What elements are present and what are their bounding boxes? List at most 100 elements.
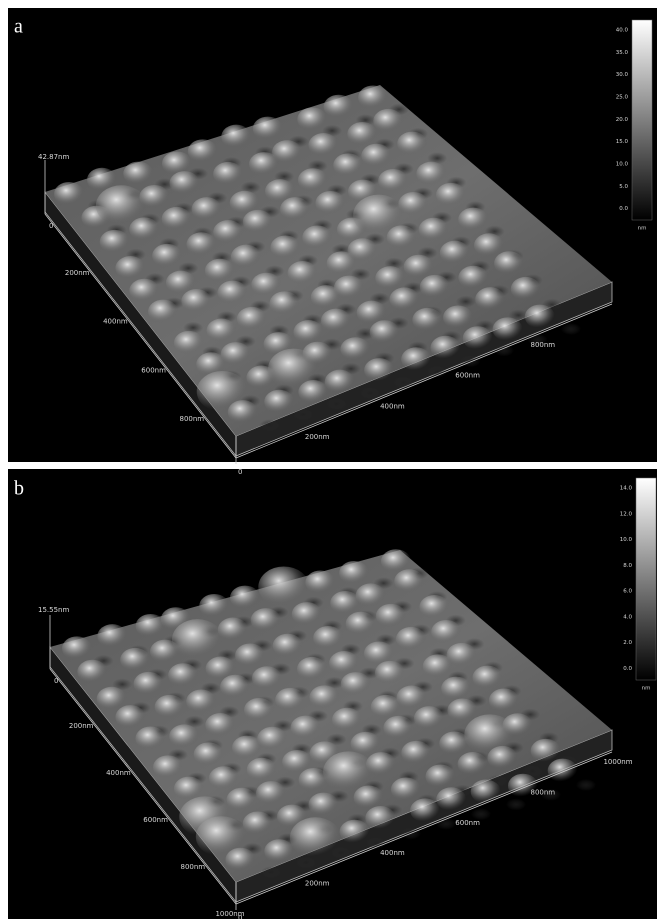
surface-bump xyxy=(129,217,160,242)
surface-bump xyxy=(339,560,370,585)
surface-bump xyxy=(439,240,470,265)
surface-bump xyxy=(242,209,273,234)
surface-bump xyxy=(369,320,400,345)
surface-pit xyxy=(324,676,345,689)
surface-bump xyxy=(129,278,160,303)
surface-bump xyxy=(213,220,244,245)
surface-pit xyxy=(541,788,561,801)
surface-bump xyxy=(298,768,329,793)
surface-bump xyxy=(193,742,224,767)
surface-bump xyxy=(244,697,275,722)
surface-pit xyxy=(561,323,581,335)
surface-bump xyxy=(310,285,341,310)
surface-bump xyxy=(323,94,354,119)
surface-bump xyxy=(169,171,200,196)
surface-bump xyxy=(470,779,501,804)
surface-bump xyxy=(339,819,370,844)
surface-pit xyxy=(460,355,481,368)
surface-bump xyxy=(95,185,147,227)
surface-bump xyxy=(347,238,378,263)
surface-bump xyxy=(358,85,389,110)
surface-bump xyxy=(315,191,346,216)
surface-bump xyxy=(139,185,170,210)
surface-bump xyxy=(227,400,258,425)
surface-bump xyxy=(191,197,222,222)
surface-bump xyxy=(373,108,404,133)
x-axis-label: 800nm xyxy=(530,341,555,349)
surface-bump xyxy=(419,274,450,299)
x-axis xyxy=(235,303,613,459)
surface-pit xyxy=(427,152,448,165)
surface-bump xyxy=(270,235,301,260)
surface-bump xyxy=(436,182,467,207)
surface-bump xyxy=(161,151,192,176)
surface-bump xyxy=(345,611,376,636)
surface-bump xyxy=(326,251,357,276)
surface-bump xyxy=(410,798,441,823)
surface-bump xyxy=(250,608,281,633)
surface-bump xyxy=(422,654,453,679)
y-axis-label: 800nm xyxy=(180,863,205,871)
surface-bump xyxy=(355,583,386,608)
surface-bump xyxy=(309,685,340,710)
surface-bump xyxy=(441,676,472,701)
surface-pit xyxy=(183,321,204,334)
y-axis-label: 200nm xyxy=(65,269,90,277)
surface-bump xyxy=(265,179,296,204)
surface-bump xyxy=(236,306,267,331)
colorbar-tick-label: 2.0 xyxy=(623,640,632,646)
surface-bump xyxy=(154,694,185,719)
x-axis-label: 200nm xyxy=(305,433,330,441)
surface-bump xyxy=(447,698,478,723)
surface-bump xyxy=(289,817,341,859)
surface-bump xyxy=(329,651,360,676)
surface-bump xyxy=(313,625,344,650)
surface-bump xyxy=(398,191,429,216)
surface-bump xyxy=(353,785,384,810)
surface-bump xyxy=(196,352,227,377)
x-axis-label: 400nm xyxy=(380,402,405,410)
surface-pit xyxy=(259,419,280,432)
surface-bump xyxy=(443,305,474,330)
surface-bump xyxy=(457,752,488,777)
surface-bump xyxy=(401,347,432,372)
surface-bump xyxy=(347,122,378,147)
surface-bump xyxy=(282,749,313,774)
surface-bump xyxy=(235,643,266,668)
surface-bump xyxy=(96,686,127,711)
z-max-label: 42.87nm xyxy=(38,153,69,161)
y-axis-label: 600nm xyxy=(141,366,166,374)
surface-bump xyxy=(293,320,324,345)
surface-bump xyxy=(220,342,251,367)
surface-bump xyxy=(378,168,409,193)
surface-bump xyxy=(363,641,394,666)
surface-bump xyxy=(275,687,306,712)
surface-bump xyxy=(230,244,261,269)
surface-bump xyxy=(97,624,128,649)
surface-bump xyxy=(186,689,217,714)
surface-bump xyxy=(397,131,428,156)
surface-bump xyxy=(416,161,447,186)
surface-bump xyxy=(308,133,339,158)
surface-bump xyxy=(199,593,230,618)
surface-bump xyxy=(305,570,336,595)
surface-bump xyxy=(302,225,333,250)
surface-bump xyxy=(115,256,146,281)
surface-bump xyxy=(148,299,179,324)
surface-bump xyxy=(229,190,260,215)
y-axis-label: 400nm xyxy=(106,769,131,777)
surface-bump xyxy=(412,307,443,332)
surface-bump xyxy=(221,124,252,149)
surface-bump xyxy=(169,724,200,749)
surface-bump xyxy=(252,116,283,141)
surface-bump xyxy=(350,731,381,756)
x-axis xyxy=(235,751,613,905)
surface-bump xyxy=(99,229,130,254)
surface-pit xyxy=(326,733,347,746)
colorbar-tick-label: 20.0 xyxy=(616,117,629,123)
colorbar-tick-label: 4.0 xyxy=(623,614,632,620)
colorbar-tick-label: 8.0 xyxy=(623,563,632,569)
surface-bump xyxy=(135,613,166,638)
surface-bump xyxy=(436,787,467,812)
